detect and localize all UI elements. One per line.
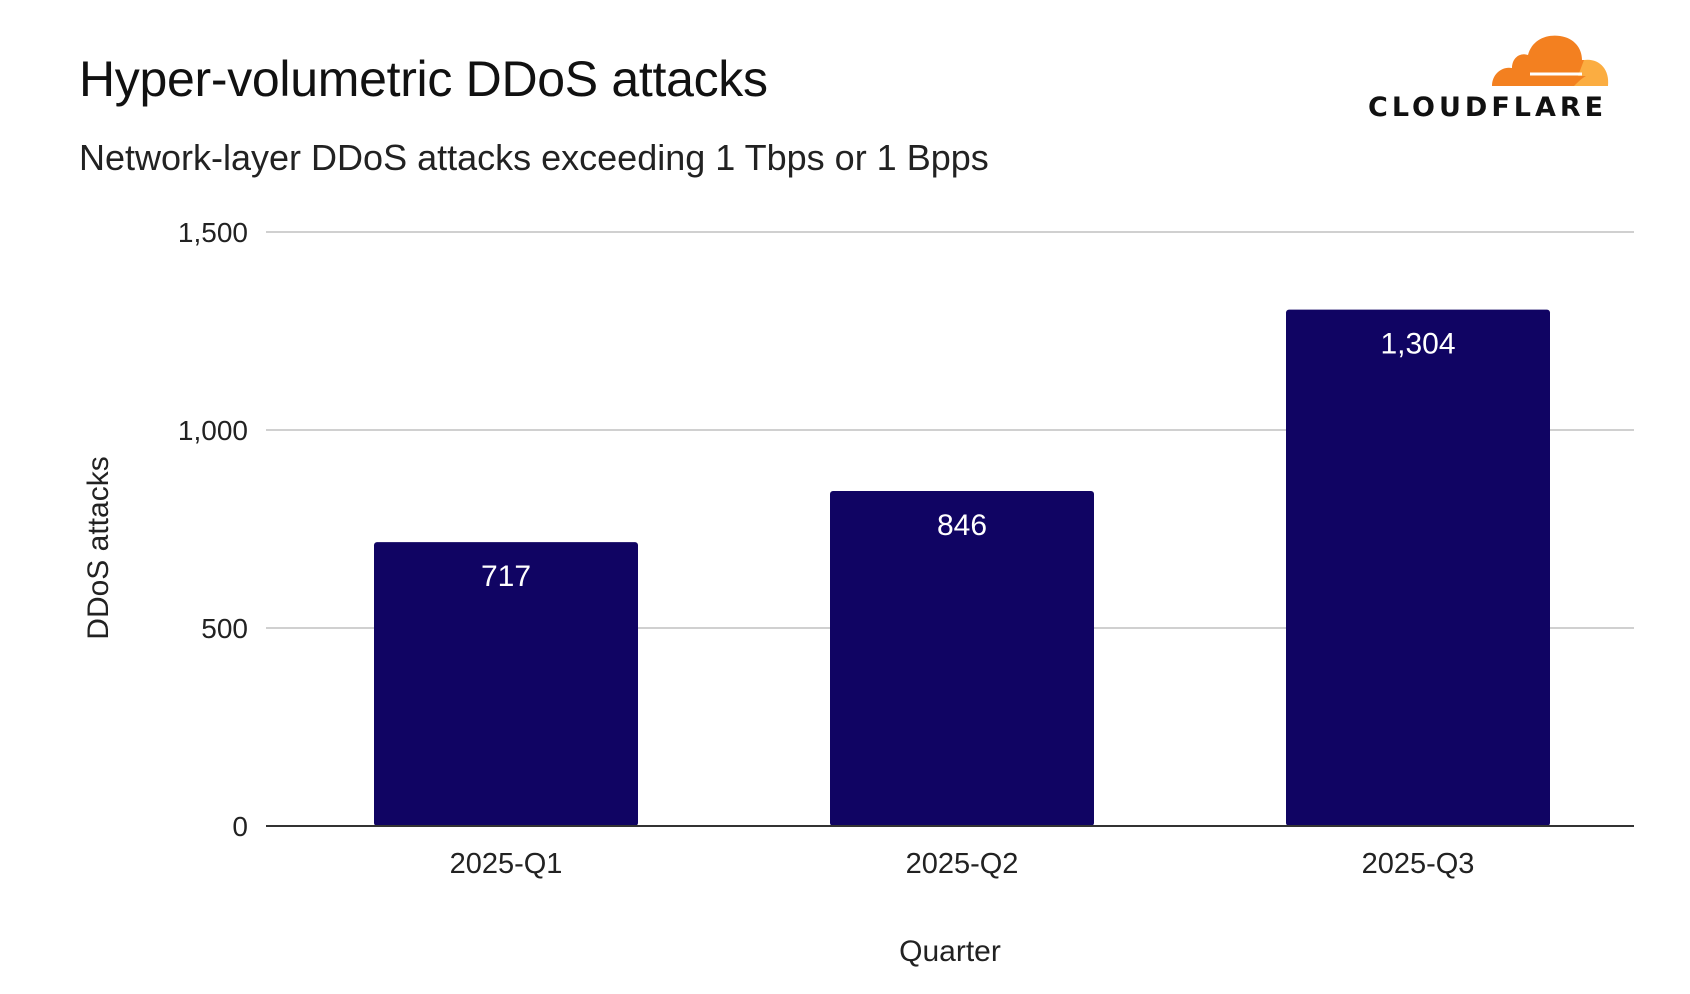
logo-text: CLOUDFLARE	[1368, 92, 1608, 123]
y-tick-label: 500	[201, 613, 248, 644]
chart-subtitle: Network-layer DDoS attacks exceeding 1 T…	[79, 137, 989, 178]
cloudflare-logo: CLOUDFLARE	[1360, 30, 1620, 125]
bar-2025-Q1	[374, 542, 638, 826]
cloud-icon	[1492, 35, 1609, 86]
data-label: 846	[937, 509, 987, 542]
data-label: 1,304	[1380, 328, 1455, 361]
y-tick-label: 1,000	[178, 415, 248, 446]
x-tick-label: 2025-Q2	[906, 848, 1019, 880]
y-tick-label: 0	[232, 811, 248, 842]
chart-title: Hyper-volumetric DDoS attacks	[79, 51, 768, 107]
y-tick-label: 1,500	[178, 217, 248, 248]
bar-2025-Q3	[1286, 309, 1550, 827]
x-tick-label: 2025-Q1	[450, 848, 563, 880]
x-axis-title: Quarter	[899, 935, 1001, 968]
x-tick-label: 2025-Q3	[1362, 848, 1475, 880]
bar-2025-Q2	[830, 490, 1094, 826]
data-label: 717	[481, 560, 531, 593]
y-axis-title: DDoS attacks	[82, 456, 115, 639]
